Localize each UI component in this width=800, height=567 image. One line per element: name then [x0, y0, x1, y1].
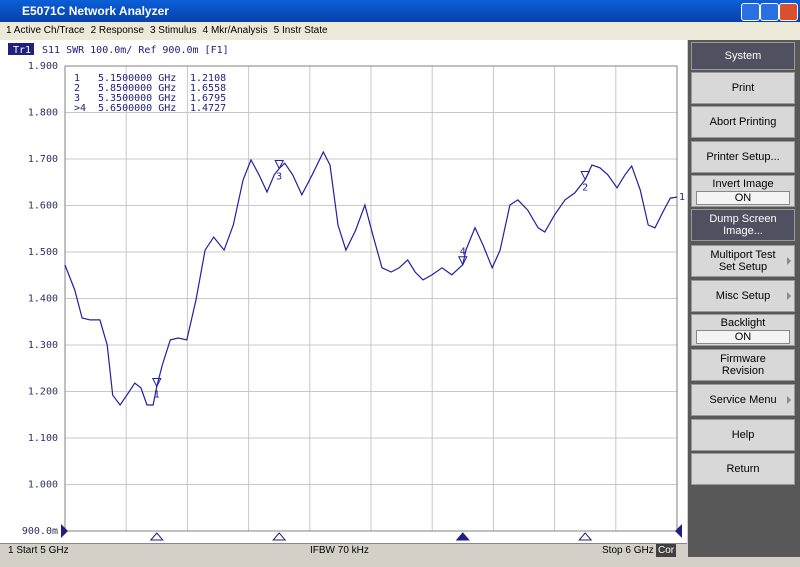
close-button[interactable]	[779, 3, 798, 21]
softkey[interactable]: Return	[691, 453, 795, 485]
marker	[457, 256, 468, 266]
marker-label: 2	[582, 183, 588, 194]
menu-item[interactable]: 4 Mkr/Analysis	[202, 25, 268, 36]
softkey[interactable]: Backlight ON	[691, 314, 795, 346]
softkey[interactable]: Printer Setup...	[691, 141, 795, 173]
softkey-label: Printer Setup...	[706, 151, 780, 163]
marker-table-id: 3	[74, 93, 80, 104]
marker-label: 3	[276, 172, 282, 183]
trace-end-label: 1	[679, 192, 685, 203]
y-tick-label: 1.500	[28, 247, 58, 258]
ref-pointer-left	[61, 524, 68, 538]
trace-name: Tr1	[13, 45, 31, 56]
softkey-state: ON	[696, 329, 790, 344]
softkey-label: Misc Setup	[715, 290, 771, 302]
correction: Cor	[656, 544, 677, 558]
menu-item[interactable]: 5 Instr State	[273, 25, 328, 36]
y-tick-label: 1.000	[28, 480, 58, 491]
softkey-panel: System Print Abort Printing Printer Setup..…	[688, 40, 800, 557]
softkey[interactable]: Multiport Test Set Setup	[691, 245, 795, 277]
y-tick-label: 1.700	[28, 154, 58, 165]
marker-table-id: 1	[74, 73, 80, 84]
softkey[interactable]: Help	[691, 419, 795, 451]
start-freq: 1 Start 5 GHz	[8, 545, 69, 556]
softkey-state: ON	[696, 190, 790, 205]
marker-table-freq: 5.8500000 GHz	[98, 83, 176, 94]
marker-table-id: 2	[74, 83, 80, 94]
title-bar: E5071C Network Analyzer	[0, 0, 800, 22]
menu-item[interactable]: 3 Stimulus	[149, 25, 197, 36]
trace-tag	[8, 43, 34, 55]
chart: Tr1 S11 SWR 100.0m/ Ref 900.0m [F1] 900.…	[0, 40, 687, 543]
softkey[interactable]: Firmware Revision	[691, 349, 795, 381]
softkey-label: Firmware Revision	[720, 353, 766, 377]
y-tick-label: 900.0m	[22, 526, 58, 537]
minimize-button[interactable]	[741, 3, 760, 21]
marker-table-freq: 5.6500000 GHz	[98, 103, 176, 114]
restore-button[interactable]	[760, 3, 779, 21]
y-tick-label: 1.200	[28, 387, 58, 398]
marker-label: 1	[154, 389, 160, 400]
marker	[274, 160, 285, 170]
trace-line	[64, 150, 678, 407]
softkey-label: Dump Screen Image...	[709, 213, 777, 237]
softkey[interactable]: Invert Image ON	[691, 175, 795, 207]
marker-pointer	[149, 532, 164, 541]
marker-table-freq: 5.1500000 GHz	[98, 73, 176, 84]
ref-pointer-right	[675, 524, 682, 538]
softkey[interactable]: Dump Screen Image...	[691, 209, 795, 241]
y-tick-label: 1.800	[28, 108, 58, 119]
marker	[580, 171, 591, 181]
softkey-arrow	[787, 292, 791, 300]
window-title: E5071C Network Analyzer	[22, 4, 169, 18]
softkey-label: Invert Image	[712, 177, 774, 190]
marker-pointer	[272, 532, 287, 541]
marker-table-value: 1.4727	[190, 103, 226, 114]
window-bottom	[0, 557, 800, 567]
y-tick-label: 1.300	[28, 340, 58, 351]
trace-header: S11 SWR 100.0m/ Ref 900.0m [F1]	[42, 45, 229, 56]
marker-table-value: 1.6558	[190, 83, 226, 94]
softkey-label: Help	[731, 429, 755, 441]
y-tick-label: 1.600	[28, 201, 58, 212]
marker-table-value: 1.6795	[190, 93, 226, 104]
marker	[151, 377, 162, 388]
menu-bar: 1 Active Ch/Trace 2 Response 3 Stimulus 4 M…	[0, 22, 800, 40]
softkey-label: Multiport Test Set Setup	[710, 249, 776, 273]
stop-freq: Stop 6 GHz	[602, 545, 654, 556]
y-tick-label: 1.900	[28, 61, 58, 72]
softkey-arrow	[787, 396, 791, 404]
softkey-label: Return	[726, 463, 760, 475]
marker-pointer	[578, 532, 593, 541]
softkey-label: Backlight	[720, 316, 766, 329]
softkey-label: Abort Printing	[709, 116, 777, 128]
plot-frame	[64, 65, 678, 532]
softkey-arrow	[787, 257, 791, 265]
marker-table-id: >4	[74, 103, 86, 114]
chart-background	[0, 40, 687, 543]
marker-pointer	[455, 532, 470, 541]
softkey-label: Service Menu	[709, 394, 777, 406]
ifbw: IFBW 70 kHz	[310, 545, 369, 556]
softkey[interactable]: Abort Printing	[691, 106, 795, 138]
y-tick-label: 1.100	[28, 433, 58, 444]
marker-table-value: 1.2108	[190, 73, 226, 84]
softkey[interactable]: Service Menu	[691, 384, 795, 416]
marker-label: 4	[460, 247, 466, 258]
softkey[interactable]: Print	[691, 72, 795, 104]
y-tick-label: 1.400	[28, 294, 58, 305]
menu-item[interactable]: 1 Active Ch/Trace	[6, 25, 85, 36]
softkey-header: System	[691, 42, 795, 70]
status-bar: 1 Start 5 GHz IFBW 70 kHz Stop 6 GHz Cor	[0, 543, 687, 558]
softkey-label: Print	[731, 82, 755, 94]
menu-item[interactable]: 2 Response	[90, 25, 144, 36]
marker-table-freq: 5.3500000 GHz	[98, 93, 176, 104]
softkey[interactable]: Misc Setup	[691, 280, 795, 312]
